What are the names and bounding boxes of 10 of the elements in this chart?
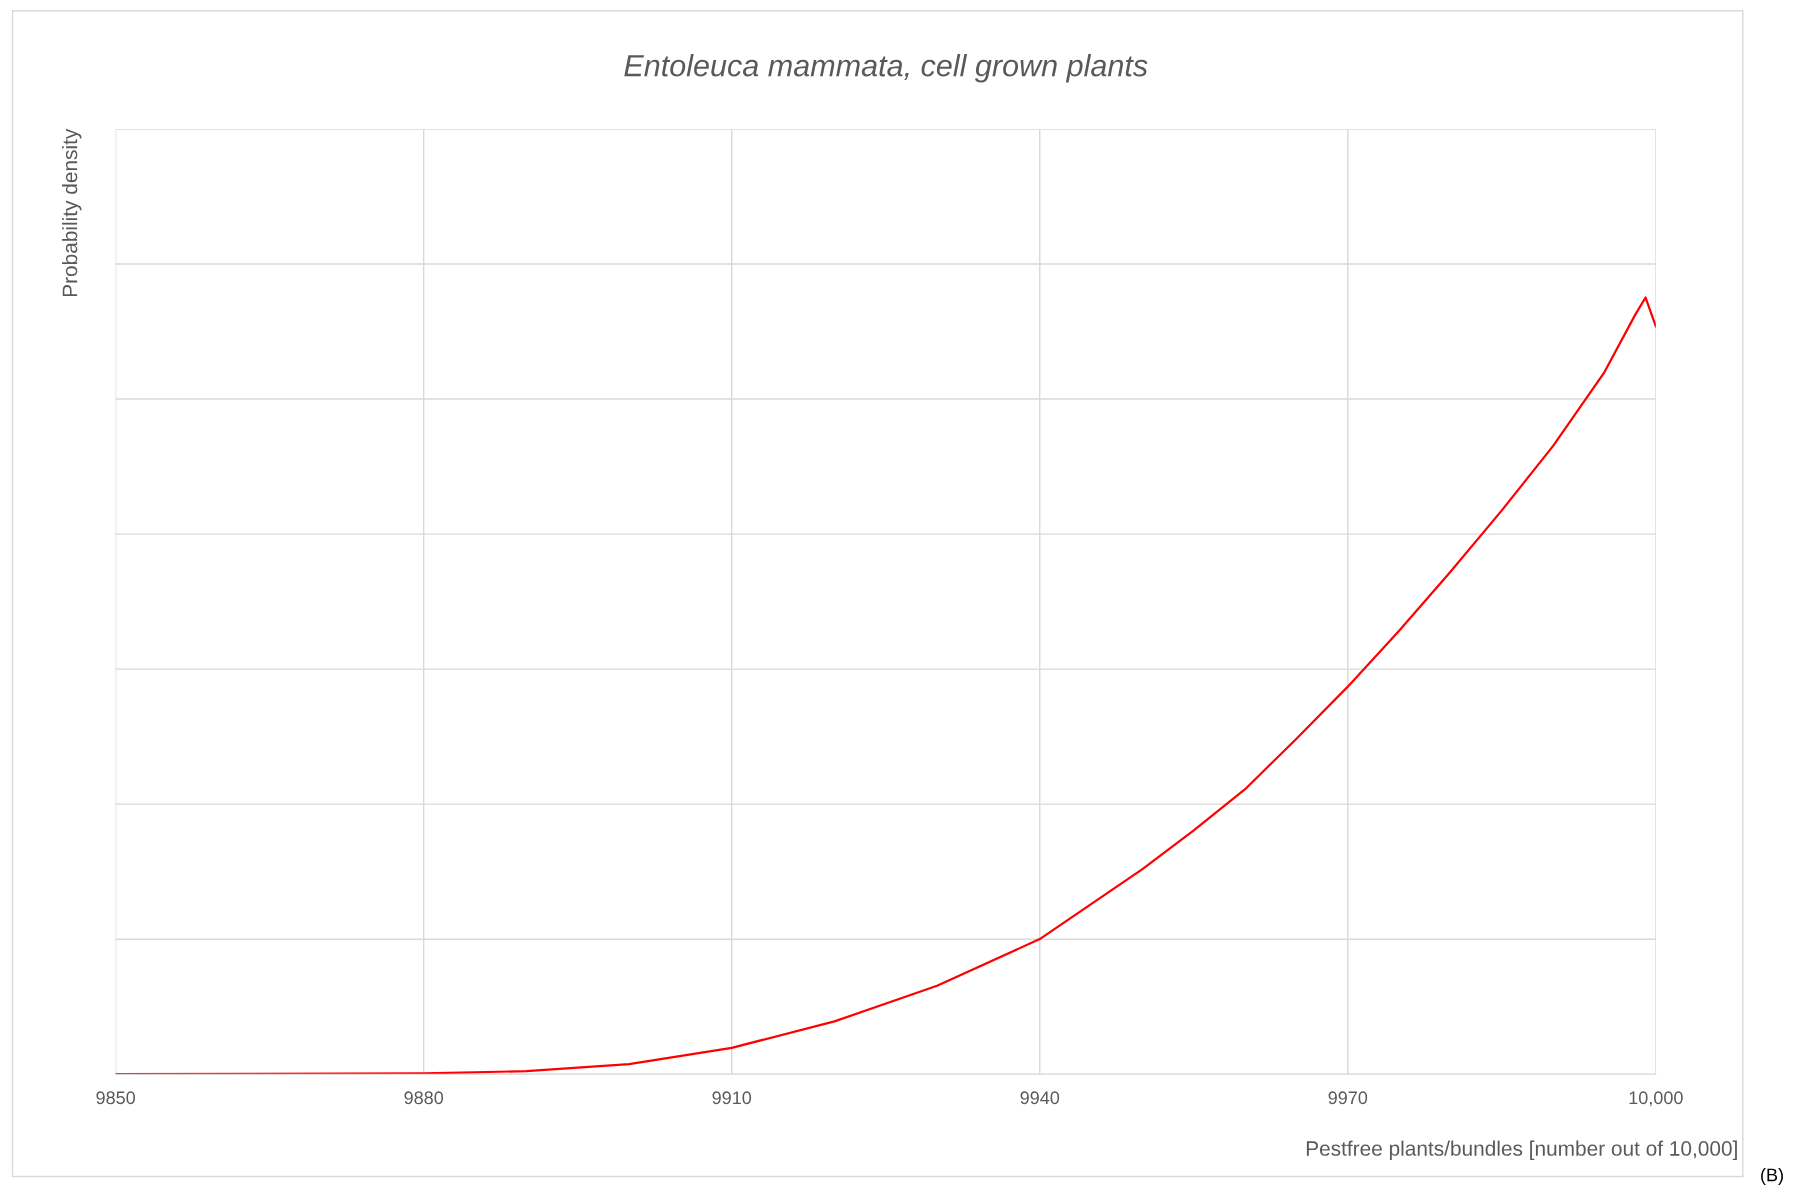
x-tick-label: 9970 (1328, 1091, 1368, 1105)
text: (B) (1761, 1168, 1783, 1185)
x-tick-label: 9910 (712, 1091, 752, 1105)
chart-title: Entoleuca mammata, cell grown plants (624, 54, 1148, 83)
x-axis-title: Pestfree plants/bundles [number out of 10,000] (1306, 1140, 1737, 1160)
x-tick-label: 9850 (96, 1091, 136, 1105)
x-tick-label: 10,000 (1629, 1091, 1683, 1107)
y-axis-title: Probability density (62, 128, 82, 297)
x-tick-label: 9940 (1020, 1091, 1060, 1105)
x-tick-label: 9880 (404, 1091, 444, 1105)
